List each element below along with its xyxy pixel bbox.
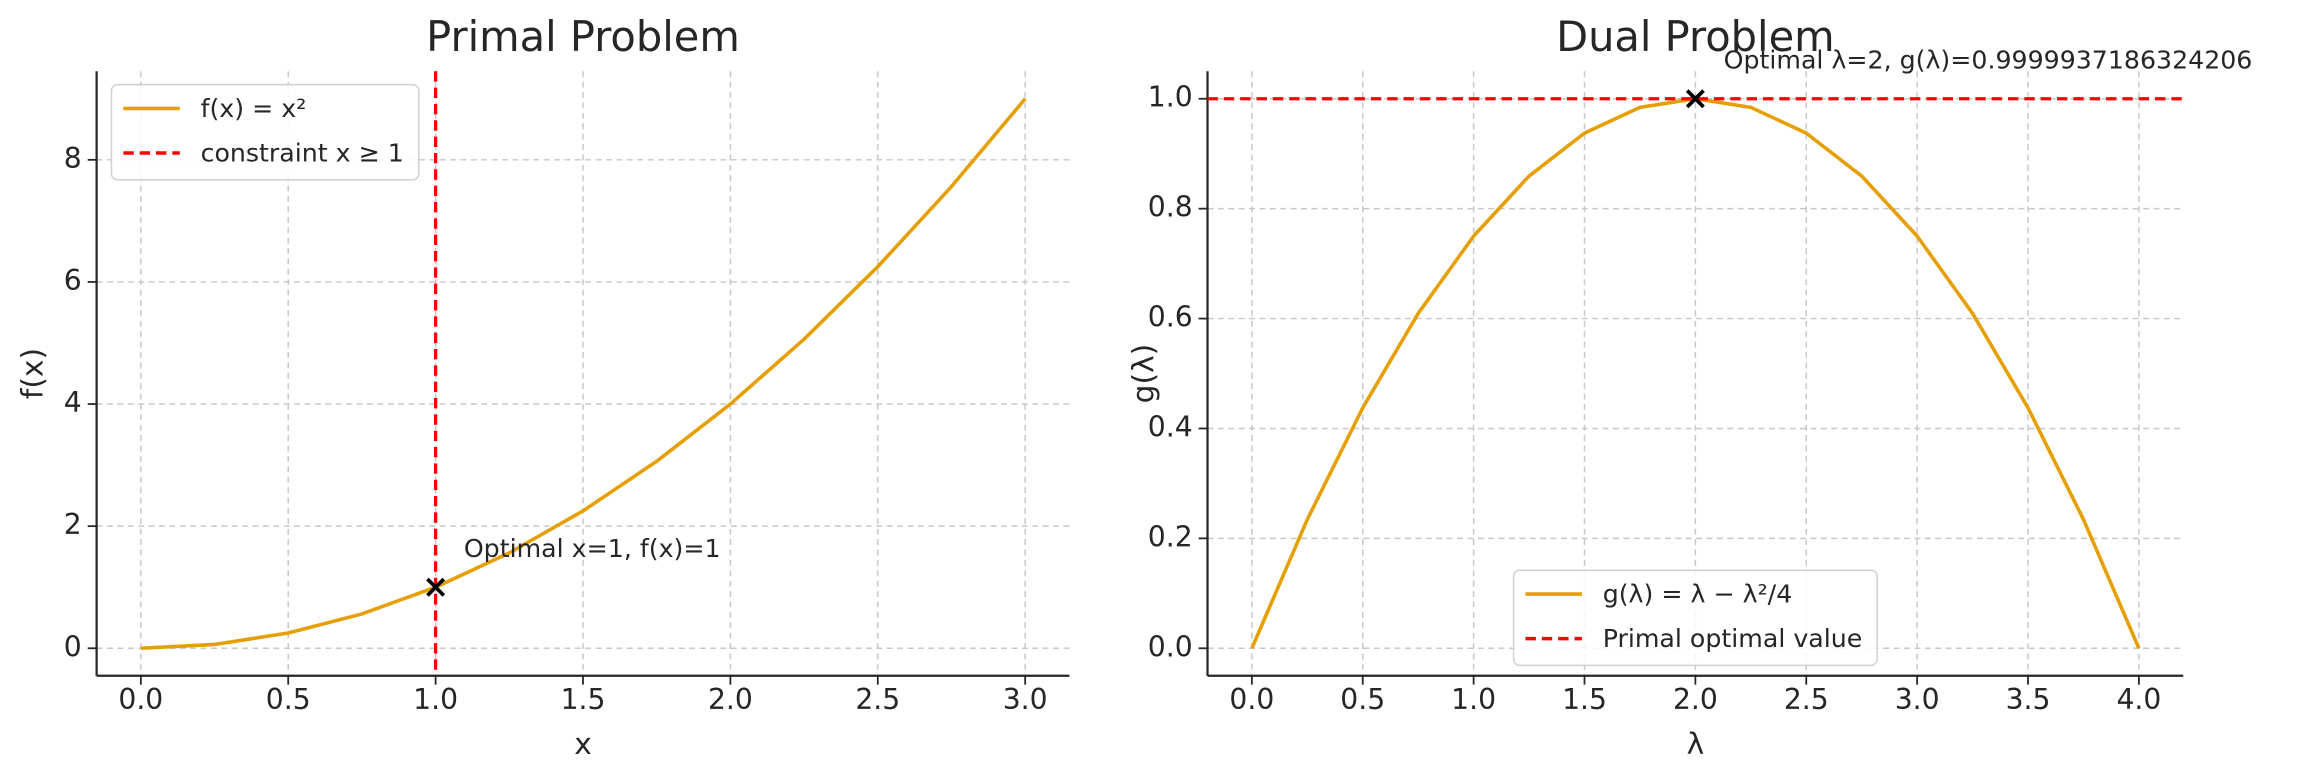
y-tick-label: 0.4 [1148,410,1193,443]
x-tick-label: 3.0 [1895,683,1940,716]
legend-label: Primal optimal value [1603,624,1863,653]
legend: g(λ) = λ − λ²/4 Primal optimal value [1512,569,1878,667]
x-tick-label: 0.0 [118,683,163,716]
y-axis-label: f(x) [16,348,51,399]
y-tick-label: 0 [64,630,82,663]
x-tick-label: 0.5 [1340,683,1385,716]
legend: f(x) = x² constraint x ≥ 1 [110,83,420,181]
x-tick-label: 3.5 [2006,683,2051,716]
axes: 0.0 0.5 1.0 1.5 2.0 2.5 3.0 3.5 4.0 0.0 0.2 0.4 0.6 0… [1127,12,2253,762]
optimum-marker [1685,89,1705,109]
x-tick-label: 2.5 [855,683,900,716]
legend-label: g(λ) = λ − λ²/4 [1603,580,1793,609]
chart-title: Primal Problem [426,12,740,61]
y-tick-label: 2 [64,508,82,541]
y-tick-label: 0.2 [1148,520,1193,553]
chart-title: Dual Problem [1556,12,1835,61]
y-tick-label: 4 [64,386,82,419]
optimum-marker [426,577,446,597]
legend-item: g(λ) = λ − λ²/4 [1525,580,1792,609]
y-tick-label: 0.0 [1148,630,1193,663]
y-tick-label: 0.8 [1148,191,1193,224]
x-axis-label: x [574,727,592,762]
x-tick-label: 2.0 [708,683,753,716]
legend-box [1512,569,1878,667]
y-tick-label: 6 [64,264,82,297]
x-tick-label: 0.5 [266,683,311,716]
x-tick-label: 2.5 [1784,683,1829,716]
axes: 0.0 0.5 1.0 1.5 2.0 2.5 3.0 0 2 4 6 8 Primal Problem… [16,12,1070,762]
y-axis-label: g(λ) [1127,344,1162,404]
legend-label: constraint x ≥ 1 [201,138,404,167]
annotation: Optimal x=1, f(x)=1 [464,534,721,563]
x-tick-label: 3.0 [1003,683,1048,716]
y-tick-label: 0.6 [1148,301,1193,334]
y-tick-label: 8 [64,142,82,175]
x-axis-label: λ [1687,727,1705,762]
legend-label: f(x) = x² [201,94,307,123]
x-tick-label: 1.0 [413,683,458,716]
x-tick-label: 4.0 [2116,683,2161,716]
x-tick-label: 1.0 [1451,683,1496,716]
legend-item: constraint x ≥ 1 [123,138,404,167]
x-tick-label: 0.0 [1229,683,1274,716]
legend-item: f(x) = x² [123,94,306,123]
x-tick-label: 2.0 [1673,683,1718,716]
legend-item: Primal optimal value [1525,624,1862,653]
annotation: Optimal λ=2, g(λ)=0.9999937186324206 [1724,46,2253,75]
x-tick-label: 1.5 [561,683,606,716]
y-tick-label: 1.0 [1148,81,1193,114]
legend-box [110,83,420,181]
x-tick-label: 1.5 [1562,683,1607,716]
data-line [140,97,1027,651]
